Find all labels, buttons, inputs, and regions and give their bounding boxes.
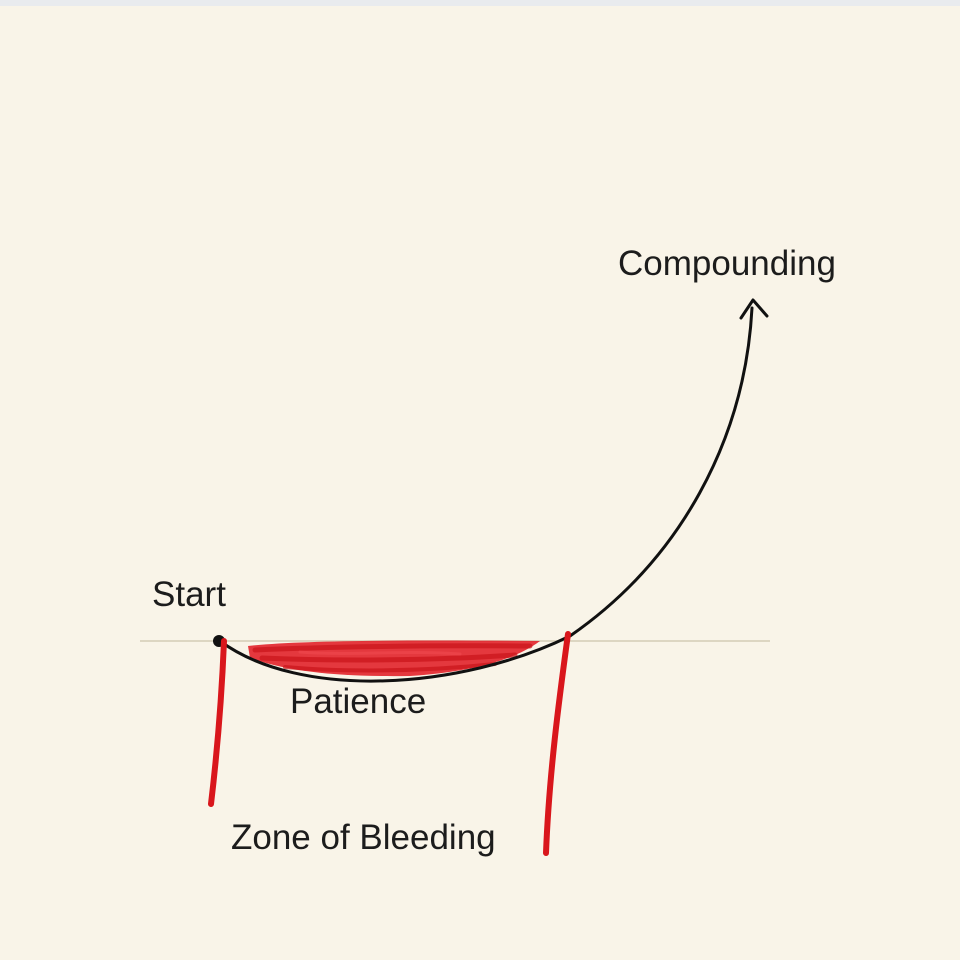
zone-of-bleeding-label: Zone of Bleeding xyxy=(231,818,496,857)
start-label: Start xyxy=(152,575,226,614)
left-zone-marker xyxy=(208,638,227,807)
compounding-curve xyxy=(218,306,754,683)
right-zone-marker xyxy=(543,631,571,856)
patience-label: Patience xyxy=(290,682,427,721)
arrowhead-icon xyxy=(739,298,769,320)
bleeding-highlight xyxy=(248,640,540,677)
compounding-label: Compounding xyxy=(618,244,836,283)
top-border-strip xyxy=(0,0,960,6)
